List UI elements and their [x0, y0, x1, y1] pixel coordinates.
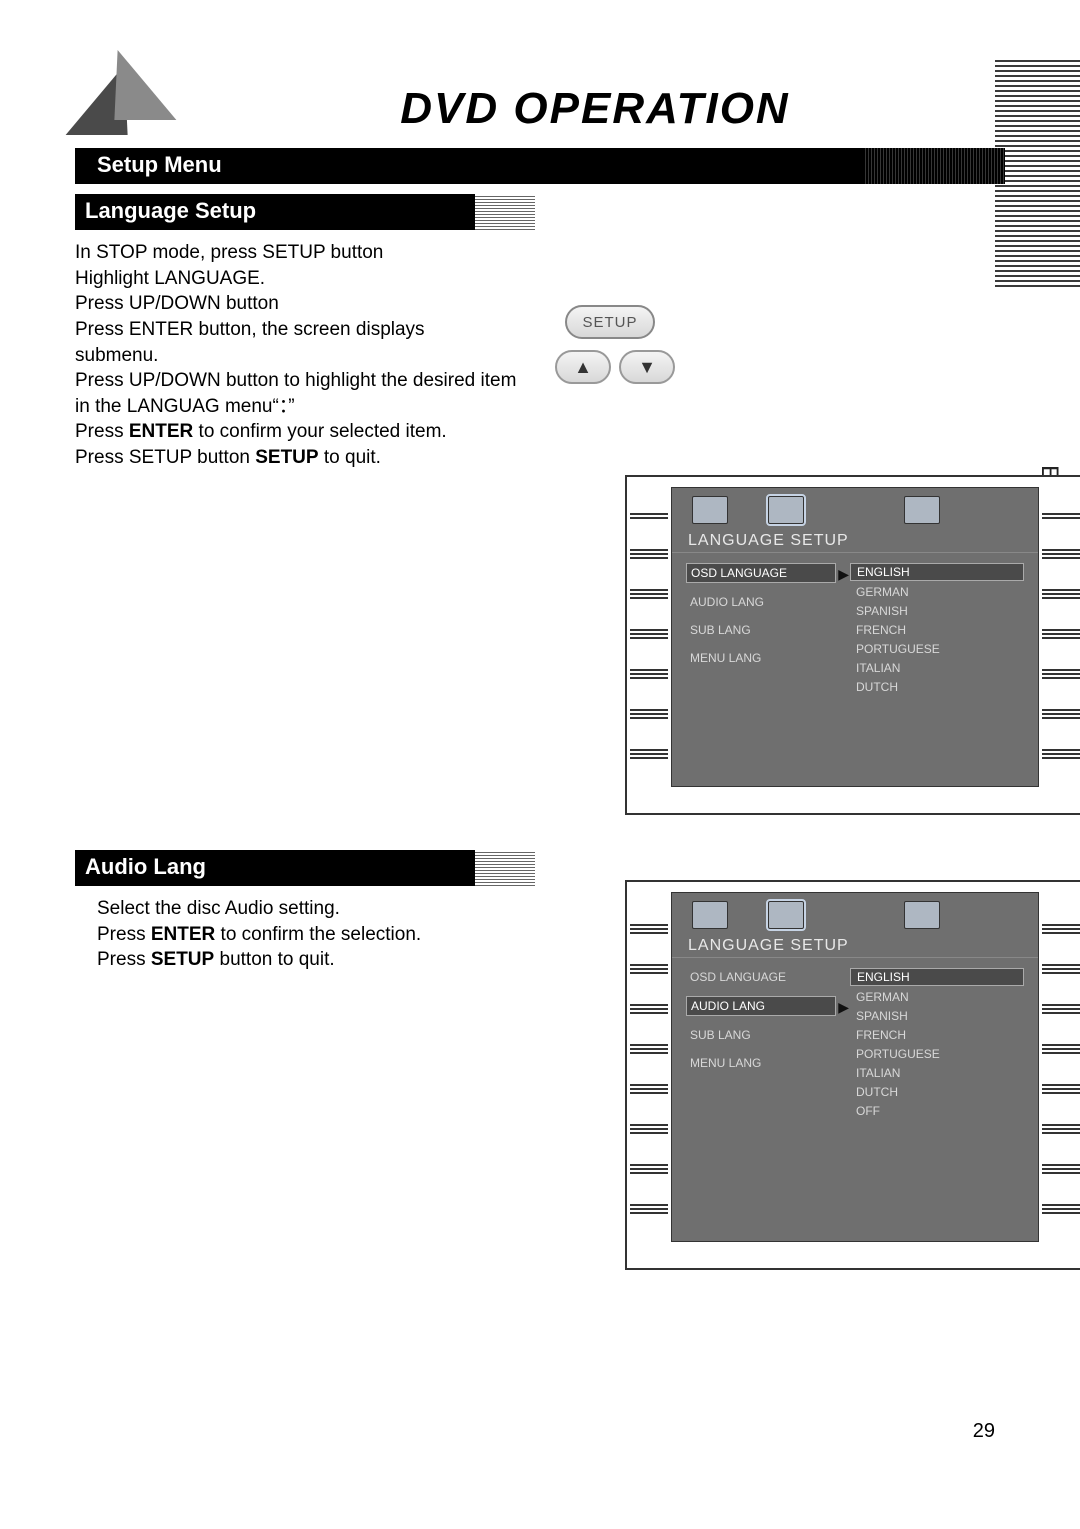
language-instructions-wide: Press UP/DOWN button to highlight the de…	[75, 368, 795, 471]
osd-tab-icon	[692, 496, 728, 524]
osd-screenshot-audio: LANGUAGE SETUP OSD LANGUAGE AUDIO LANG▶ SU…	[625, 880, 1080, 1270]
osd-option-item: FRENCH	[850, 1027, 1024, 1043]
triangle-right-icon: ▶	[838, 566, 849, 583]
page-header: DVD OPERATION	[75, 50, 1005, 140]
page-title: DVD OPERATION	[185, 84, 1005, 140]
osd-option-item: DUTCH	[850, 1084, 1024, 1100]
osd-menu-item: SUB LANG	[686, 1026, 836, 1044]
osd-option-item: DUTCH	[850, 679, 1024, 695]
osd-option-item: ENGLISH	[850, 968, 1024, 986]
osd-menu-item: OSD LANGUAGE▶	[686, 563, 836, 583]
osd-menu-item: AUDIO LANG	[686, 593, 836, 611]
osd-menu-item: SUB LANG	[686, 621, 836, 639]
osd-option-item: ITALIAN	[850, 1065, 1024, 1081]
triangle-right-icon: ▶	[838, 999, 849, 1016]
osd-menu-item: AUDIO LANG▶	[686, 996, 836, 1016]
osd-tab-icon	[904, 901, 940, 929]
osd-option-item: SPANISH	[850, 1008, 1024, 1024]
setup-button-graphic: SETUP	[565, 305, 655, 339]
osd-option-item: ITALIAN	[850, 660, 1024, 676]
down-button-icon: ▼	[619, 350, 675, 384]
osd-title: LANGUAGE SETUP	[672, 935, 1038, 958]
osd-title: LANGUAGE SETUP	[672, 530, 1038, 553]
osd-option-item: PORTUGUESE	[850, 641, 1024, 657]
osd-option-item: GERMAN	[850, 584, 1024, 600]
audio-instructions: Select the disc Audio setting. Press ENT…	[97, 896, 617, 973]
osd-menu-item: MENU LANG	[686, 1054, 836, 1072]
osd-menu-item: OSD LANGUAGE	[686, 968, 836, 986]
setup-menu-bar: Setup Menu	[75, 148, 1005, 184]
osd-option-item: PORTUGUESE	[850, 1046, 1024, 1062]
updown-buttons-graphic: ▲ ▼	[555, 350, 675, 384]
osd-option-item: FRENCH	[850, 622, 1024, 638]
osd-tab-icon	[768, 901, 804, 929]
osd-option-item: ENGLISH	[850, 563, 1024, 581]
osd-tab-icon	[768, 496, 804, 524]
osd-tab-icon	[904, 496, 940, 524]
section-language-heading: Language Setup	[75, 194, 475, 230]
brand-logo	[75, 50, 165, 140]
language-instructions: In STOP mode, press SETUP button Highlig…	[75, 240, 595, 368]
up-button-icon: ▲	[555, 350, 611, 384]
osd-option-item: GERMAN	[850, 989, 1024, 1005]
osd-option-item: SPANISH	[850, 603, 1024, 619]
osd-tab-icon	[692, 901, 728, 929]
osd-option-item: OFF	[850, 1103, 1024, 1119]
section-audio-heading: Audio Lang	[75, 850, 475, 886]
page-number: 29	[973, 1420, 995, 1443]
osd-menu-item: MENU LANG	[686, 649, 836, 667]
setup-menu-label: Setup Menu	[97, 152, 222, 177]
thumb-index-tab	[995, 60, 1080, 290]
osd-screenshot-language: LANGUAGE SETUP OSD LANGUAGE▶ AUDIO LANG SU…	[625, 475, 1080, 815]
